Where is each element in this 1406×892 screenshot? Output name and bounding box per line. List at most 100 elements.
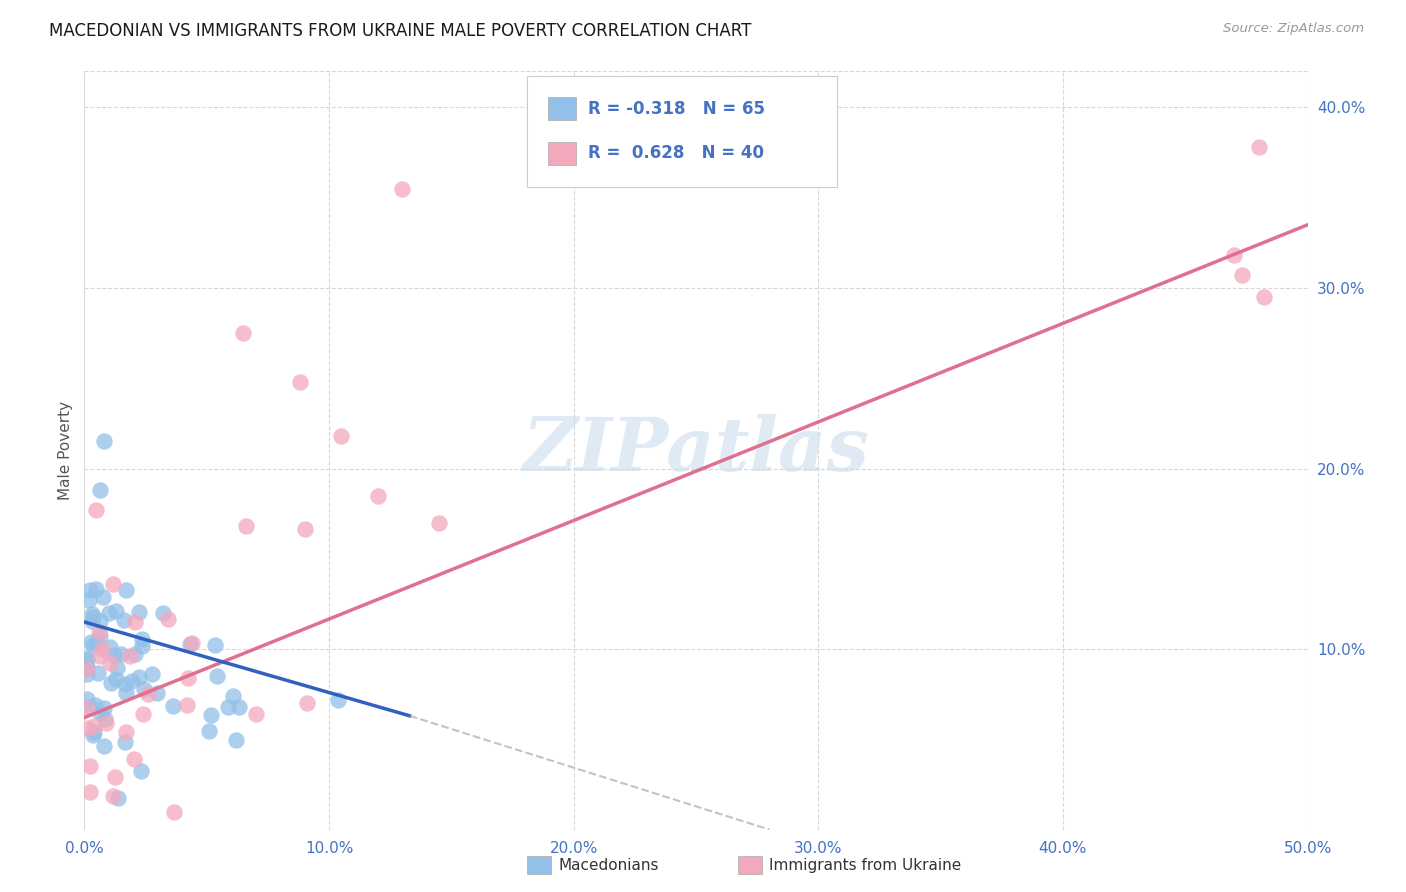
Point — [89, 614, 111, 628]
Point — [76, 652, 98, 666]
Point — [197, 724, 219, 739]
Point — [128, 606, 150, 620]
Point — [1247, 140, 1270, 154]
Point — [141, 666, 163, 681]
Point — [326, 692, 349, 706]
Text: Immigrants from Ukraine: Immigrants from Ukraine — [769, 858, 962, 872]
Point — [121, 674, 143, 689]
Point — [128, 669, 150, 683]
Point — [82, 638, 104, 652]
Point — [80, 607, 103, 622]
Point — [112, 613, 135, 627]
Point — [1223, 248, 1246, 262]
Point — [1230, 268, 1253, 283]
Point — [86, 582, 108, 597]
Point — [87, 624, 110, 639]
Point — [1253, 290, 1275, 304]
Point — [232, 326, 254, 340]
Point — [105, 672, 128, 686]
Point — [77, 593, 100, 607]
Text: R = -0.318   N = 65: R = -0.318 N = 65 — [588, 100, 765, 118]
Point — [131, 632, 153, 647]
Point — [114, 686, 136, 700]
Point — [105, 661, 128, 675]
Point — [181, 635, 204, 649]
Point — [83, 698, 105, 713]
Point — [76, 662, 98, 676]
Point — [103, 648, 125, 662]
Point — [76, 660, 98, 674]
Point — [76, 662, 98, 676]
Point — [76, 650, 98, 665]
Y-axis label: Male Poverty: Male Poverty — [58, 401, 73, 500]
Point — [100, 676, 122, 690]
Point — [79, 785, 101, 799]
Point — [391, 182, 413, 196]
Point — [84, 635, 107, 649]
Point — [114, 735, 136, 749]
Point — [297, 697, 319, 711]
Point — [110, 647, 132, 661]
Point — [294, 522, 316, 536]
Point — [76, 700, 98, 714]
Point — [200, 707, 222, 722]
Point — [235, 518, 257, 533]
Point — [115, 583, 138, 598]
Point — [82, 728, 104, 742]
Point — [177, 671, 200, 685]
Point — [94, 712, 117, 726]
Text: R =  0.628   N = 40: R = 0.628 N = 40 — [588, 145, 763, 162]
Point — [146, 686, 169, 700]
Point — [105, 604, 128, 618]
Point — [79, 699, 101, 714]
Point — [76, 721, 98, 735]
Point — [288, 375, 311, 389]
Point — [93, 591, 115, 605]
Point — [131, 707, 153, 722]
Point — [157, 612, 180, 626]
Point — [76, 667, 98, 681]
Point — [93, 434, 115, 449]
Point — [89, 706, 111, 721]
Point — [217, 699, 239, 714]
Point — [124, 615, 146, 630]
Point — [367, 489, 389, 503]
Point — [91, 641, 114, 656]
Point — [222, 689, 245, 703]
Point — [98, 640, 121, 654]
Point — [163, 805, 186, 819]
Point — [83, 724, 105, 739]
Text: Source: ZipAtlas.com: Source: ZipAtlas.com — [1223, 22, 1364, 36]
Point — [101, 789, 124, 803]
Point — [86, 666, 108, 681]
Point — [129, 764, 152, 778]
Point — [93, 701, 115, 715]
Point — [93, 739, 115, 754]
Point — [89, 629, 111, 643]
Point — [79, 758, 101, 772]
Point — [98, 657, 121, 671]
Point — [122, 752, 145, 766]
Text: ZIPatlas: ZIPatlas — [523, 414, 869, 487]
Point — [427, 516, 450, 530]
Point — [162, 698, 184, 713]
Point — [89, 483, 111, 498]
Point — [80, 635, 103, 649]
Point — [330, 429, 353, 443]
Point — [82, 610, 104, 624]
Point — [103, 577, 125, 591]
Point — [114, 677, 136, 691]
Point — [76, 691, 98, 706]
Text: MACEDONIAN VS IMMIGRANTS FROM UKRAINE MALE POVERTY CORRELATION CHART: MACEDONIAN VS IMMIGRANTS FROM UKRAINE MA… — [49, 22, 752, 40]
Point — [104, 770, 127, 784]
Text: Macedonians: Macedonians — [558, 858, 658, 872]
Point — [118, 648, 141, 663]
Point — [124, 648, 146, 662]
Point — [179, 636, 201, 650]
Point — [94, 716, 117, 731]
Point — [83, 719, 105, 733]
Point — [79, 582, 101, 597]
Point — [245, 706, 267, 721]
Point — [98, 607, 121, 621]
Point — [131, 639, 153, 653]
